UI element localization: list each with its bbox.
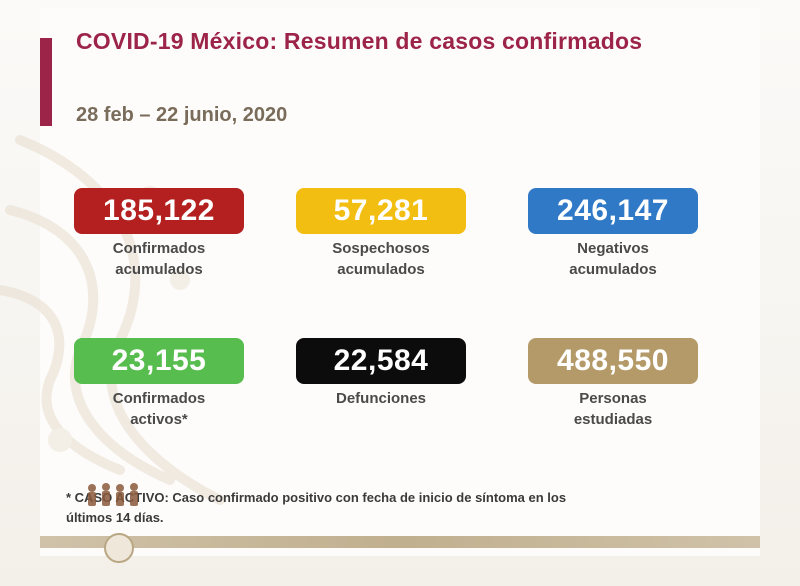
stat-confirmados: 185,122 Confirmados acumulados: [74, 188, 244, 280]
stat-value: 185,122: [103, 194, 215, 227]
stat-label: Sospechosos acumulados: [296, 238, 466, 280]
seal-icon: [104, 533, 134, 563]
stat-label: Personas estudiadas: [528, 388, 698, 430]
stat-label-line2: acumulados: [115, 261, 203, 278]
stat-value: 23,155: [111, 344, 207, 377]
footnote-line1: * CASO ACTIVO: Caso confirmado positivo …: [66, 490, 567, 505]
people-figures-icon: [88, 483, 138, 506]
stat-negativos: 246,147 Negativos acumulados: [528, 188, 698, 280]
stat-label-line1: Confirmados: [112, 240, 206, 257]
stat-label-line2: estudiadas: [573, 411, 653, 428]
page-title: COVID-19 México: Resumen de casos confir…: [76, 28, 643, 54]
stat-value-box: 246,147: [528, 188, 698, 234]
stat-value-box: 23,155: [74, 338, 244, 384]
watermark-emblem-icon: [0, 135, 225, 505]
stat-label-line1: Negativos: [577, 240, 649, 257]
stat-activos: 23,155 Confirmados activos*: [74, 338, 244, 430]
stat-value-box: 22,584: [296, 338, 466, 384]
date-range: 28 feb – 22 junio, 2020: [76, 104, 288, 126]
footnote: * CASO ACTIVO: Caso confirmado positivo …: [66, 488, 706, 528]
stat-label-line1: Sospechosos: [332, 240, 430, 257]
stat-value: 246,147: [557, 194, 669, 227]
stat-label-line1: Confirmados: [112, 390, 206, 407]
stat-value-box: 57,281: [296, 188, 466, 234]
stat-label-line2: acumulados: [569, 261, 657, 278]
stat-value: 488,550: [557, 344, 669, 377]
stat-label-line1: Defunciones: [335, 390, 426, 407]
stat-label-line2: activos*: [130, 411, 188, 428]
stat-label-line1: Personas: [579, 390, 647, 407]
stat-label: Confirmados acumulados: [74, 238, 244, 280]
footnote-line2: últimos 14 días.: [66, 510, 164, 525]
title-accent-bar: [40, 38, 52, 126]
stat-label: Negativos acumulados: [528, 238, 698, 280]
footer-band: [40, 536, 760, 548]
stat-label-line2: acumulados: [337, 261, 425, 278]
stat-value: 57,281: [333, 194, 429, 227]
stat-sospechosos: 57,281 Sospechosos acumulados: [296, 188, 466, 280]
stat-estudiadas: 488,550 Personas estudiadas: [528, 338, 698, 430]
stat-value: 22,584: [333, 344, 429, 377]
stat-value-box: 185,122: [74, 188, 244, 234]
stat-value-box: 488,550: [528, 338, 698, 384]
stat-label: Confirmados activos*: [74, 388, 244, 430]
stat-defunciones: 22,584 Defunciones: [296, 338, 466, 409]
stat-label: Defunciones: [296, 388, 466, 409]
